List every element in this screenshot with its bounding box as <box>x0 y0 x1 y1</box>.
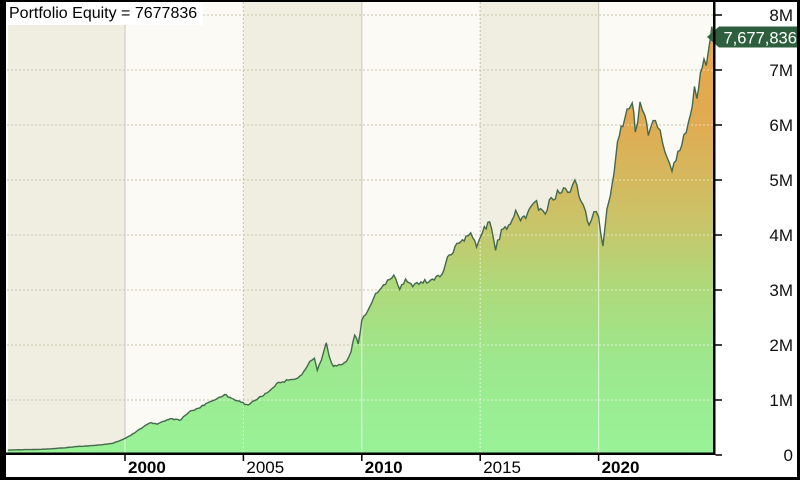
x-axis-labels: 2000 2005 2010 2015 2020 <box>128 458 639 477</box>
last-value-flag: 7,677,836 <box>707 26 800 48</box>
y-axis-label: 7M <box>769 61 793 80</box>
x-axis-label: 2005 <box>246 458 284 477</box>
plot-right-border <box>713 0 716 455</box>
band-stripe <box>7 2 126 453</box>
window-right-border <box>797 0 800 480</box>
x-axis-label: 2000 <box>128 458 166 477</box>
y-axis-label: 6M <box>769 116 793 135</box>
x-axis-label: 2020 <box>602 458 640 477</box>
plot-bottom-border <box>0 452 716 455</box>
x-axis-label: 2015 <box>483 458 521 477</box>
equity-line <box>7 26 714 451</box>
y-axis-label: 0 <box>784 446 793 465</box>
window-top-border <box>0 0 800 2</box>
y-axis-label: 3M <box>769 281 793 300</box>
last-value-flag-shape <box>707 26 800 48</box>
window-left-border <box>0 0 6 480</box>
axis-ticks <box>124 14 722 461</box>
y-axis-label: 2M <box>769 336 793 355</box>
y-axis-label: 5M <box>769 171 793 190</box>
equity-line-path <box>7 26 714 451</box>
x-axis-label: 2010 <box>365 458 403 477</box>
band-stripe <box>125 2 244 453</box>
window-bottom-border <box>0 477 800 480</box>
equity-area-fill[interactable] <box>7 26 714 453</box>
y-axis-label: 8M <box>769 6 793 25</box>
y-axis-label: 4M <box>769 226 793 245</box>
y-axis-labels: 8M 7M 6M 5M 4M 3M 2M 1M 0 <box>769 6 793 465</box>
last-value-flag-label: 7,677,836 <box>724 30 797 48</box>
y-axis-label: 1M <box>769 391 793 410</box>
chart-title: Portfolio Equity = 7677836 <box>6 2 204 25</box>
equity-area <box>7 26 714 453</box>
